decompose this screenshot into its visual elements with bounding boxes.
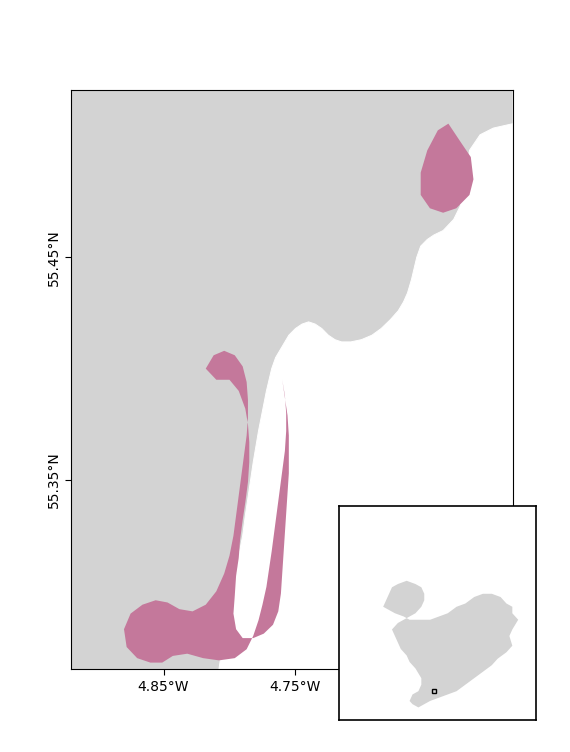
Polygon shape xyxy=(124,350,289,663)
Polygon shape xyxy=(383,581,518,708)
Polygon shape xyxy=(71,90,513,669)
Polygon shape xyxy=(421,123,474,213)
